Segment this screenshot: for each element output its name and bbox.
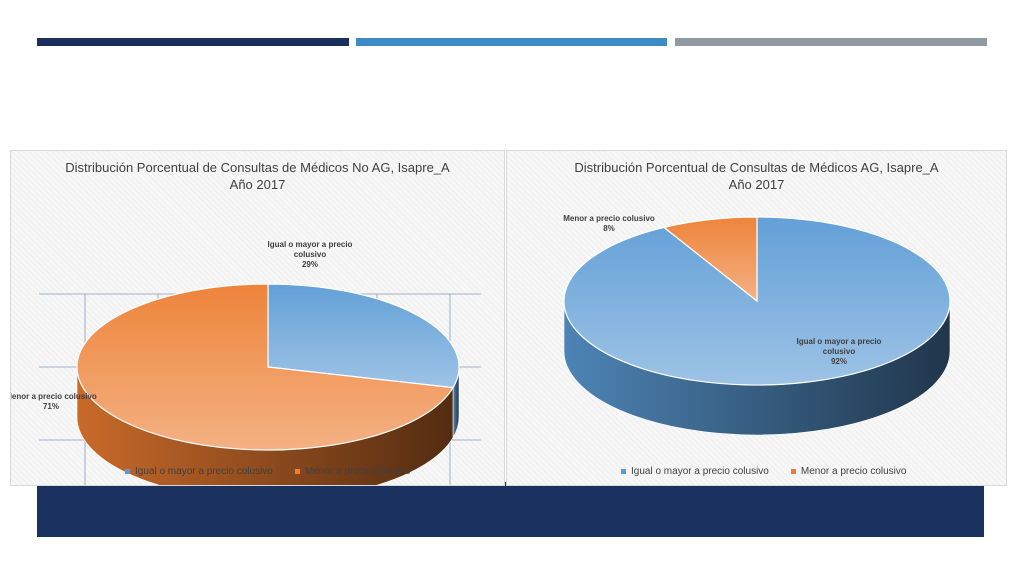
legend-swatch-blue: [621, 468, 626, 474]
pie-top: [563, 216, 951, 386]
pie-data-label: Menor a precio colusivo 8%: [563, 214, 655, 233]
chart-title: Distribución Porcentual de Consultas de …: [574, 160, 939, 175]
chart-subtitle: Año 2017: [728, 177, 785, 192]
pie-data-label: Igual o mayor a precio colusivo 92%: [797, 337, 882, 366]
legend-label: Igual o mayor a precio colusivo: [631, 465, 769, 477]
chart-legend: Igual o mayor a precio colusivo Menor a …: [621, 463, 928, 479]
header-stripe-dark: [37, 38, 349, 46]
chart-panel-ag: Distribución Porcentual de Consultas de …: [506, 150, 1007, 486]
legend-item-igual: Igual o mayor a precio colusivo: [621, 466, 769, 477]
pie-slice: [267, 283, 460, 389]
chart-legend: Igual o mayor a precio colusivo Menor a …: [125, 463, 432, 479]
pie-data-label: Menor a precio colusivo 71%: [11, 392, 97, 411]
pie-chart-no-ag: Igual o mayor a precio colusivo 29% Menor a…: [11, 240, 481, 485]
legend-label: Menor a precio colusivo: [304, 465, 411, 477]
header-stripe-grey: [675, 38, 987, 46]
legend-swatch-blue: [125, 468, 130, 474]
pie-chart-ag: Igual o mayor a precio colusivo 92% Menor a…: [563, 214, 951, 436]
legend-label: Igual o mayor a precio colusivo: [135, 465, 273, 477]
header-stripe-blue: [356, 38, 667, 46]
pie-slice: [76, 283, 454, 451]
legend-item-menor: Menor a precio colusivo: [294, 465, 411, 477]
legend-item-igual: Igual o mayor a precio colusivo: [125, 466, 273, 477]
footer-bar: [37, 482, 984, 537]
pie-data-label: Igual o mayor a precio colusivo 29%: [268, 240, 353, 269]
chart-title: Distribución Porcentual de Consultas de …: [65, 160, 450, 175]
pie-slice: [662, 216, 758, 303]
legend-label: Menor a precio colusivo: [800, 465, 907, 477]
legend-swatch-orange: [294, 468, 300, 474]
chart-panel-no-ag: Distribución Porcentual de Consultas de …: [10, 150, 505, 486]
legend-item-menor: Menor a precio colusivo: [790, 465, 907, 477]
chart-subtitle: Año 2017: [229, 177, 286, 192]
pie-top: [76, 283, 460, 451]
legend-swatch-orange: [790, 468, 796, 474]
